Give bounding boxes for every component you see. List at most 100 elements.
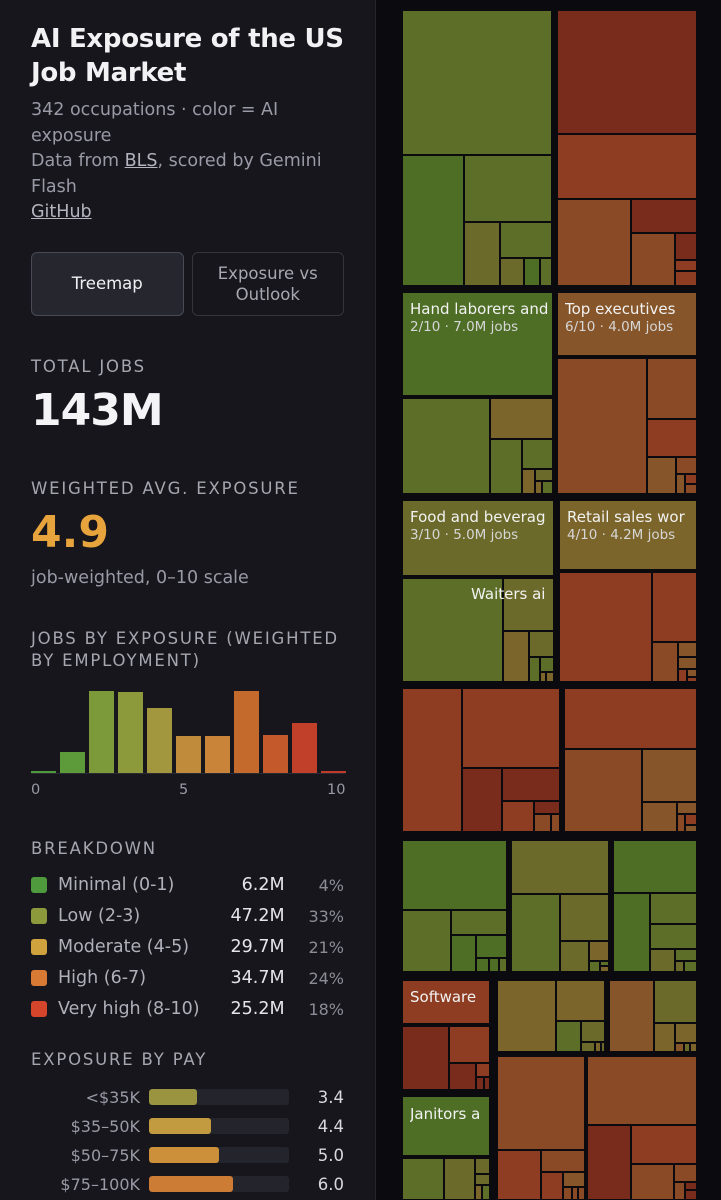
treemap-cell[interactable] xyxy=(403,156,463,285)
treemap-cell[interactable] xyxy=(561,895,608,940)
treemap-cell[interactable] xyxy=(643,750,696,801)
treemap-cell[interactable] xyxy=(530,632,553,656)
treemap-cell[interactable] xyxy=(686,1183,696,1189)
treemap-cell[interactable] xyxy=(582,1043,594,1051)
treemap-cell[interactable] xyxy=(477,936,506,957)
treemap-cell[interactable] xyxy=(476,1159,489,1173)
treemap-cell[interactable] xyxy=(491,399,552,438)
treemap-cell[interactable] xyxy=(541,259,551,285)
treemap-cell[interactable] xyxy=(614,841,696,892)
treemap-cell[interactable] xyxy=(547,673,553,681)
treemap-cell[interactable] xyxy=(588,1126,630,1199)
histogram-bar-5[interactable] xyxy=(176,735,201,773)
treemap-cell[interactable] xyxy=(632,1165,673,1199)
treemap-cell[interactable] xyxy=(463,769,501,831)
treemap-cell[interactable] xyxy=(676,272,696,285)
treemap-cell[interactable] xyxy=(403,689,461,831)
treemap-cell[interactable] xyxy=(500,959,506,971)
histogram-bar-6[interactable] xyxy=(205,735,230,773)
treemap-cell[interactable] xyxy=(655,1024,674,1051)
treemap-group-header[interactable] xyxy=(403,981,489,1023)
treemap-cell[interactable] xyxy=(648,420,696,456)
treemap-group-header[interactable] xyxy=(403,501,553,575)
bls-link[interactable]: BLS xyxy=(124,151,158,171)
treemap-cell[interactable] xyxy=(632,234,674,285)
treemap-cell[interactable] xyxy=(685,1044,689,1051)
treemap-cell[interactable] xyxy=(557,1022,580,1051)
treemap-cell[interactable] xyxy=(688,670,696,676)
treemap-cell[interactable] xyxy=(477,1078,483,1089)
treemap-group-header[interactable] xyxy=(403,293,552,395)
treemap-cell[interactable] xyxy=(501,223,551,257)
treemap-cell[interactable] xyxy=(676,261,696,270)
treemap-cell[interactable] xyxy=(679,658,696,668)
treemap-cell[interactable] xyxy=(403,11,551,154)
treemap-cell[interactable] xyxy=(677,475,684,493)
treemap-cell[interactable] xyxy=(463,689,559,767)
exposure-vs-outlook-button[interactable]: Exposure vs Outlook xyxy=(191,251,344,316)
treemap-cell[interactable] xyxy=(512,895,559,971)
treemap-cell[interactable] xyxy=(675,1165,696,1181)
treemap-cell[interactable] xyxy=(485,1078,489,1089)
treemap-cell[interactable] xyxy=(686,815,696,824)
treemap-cell[interactable] xyxy=(445,1159,474,1199)
treemap-cell[interactable] xyxy=(676,234,696,259)
treemap-cell[interactable] xyxy=(632,1126,696,1163)
treemap-cell[interactable] xyxy=(523,470,534,493)
treemap-cell[interactable] xyxy=(490,959,498,971)
treemap-cell[interactable] xyxy=(610,981,653,1051)
histogram-bar-3[interactable] xyxy=(118,691,143,773)
treemap-cell[interactable] xyxy=(561,942,588,971)
treemap-cell[interactable] xyxy=(564,1173,584,1186)
treemap-cell[interactable] xyxy=(565,750,641,831)
treemap-cell[interactable] xyxy=(648,359,696,418)
histogram-bar-10[interactable] xyxy=(321,770,346,773)
treemap-cell[interactable] xyxy=(686,826,696,831)
treemap-cell[interactable] xyxy=(655,981,696,1022)
treemap-cell[interactable] xyxy=(543,482,552,493)
treemap-cell[interactable] xyxy=(643,803,676,831)
treemap-cell[interactable] xyxy=(653,573,696,641)
histogram-bar-9[interactable] xyxy=(292,722,317,773)
treemap-cell[interactable] xyxy=(602,1043,604,1051)
treemap-cell[interactable] xyxy=(564,1188,571,1199)
treemap-cell[interactable] xyxy=(676,1044,683,1051)
treemap-cell[interactable] xyxy=(686,485,696,493)
treemap-cell[interactable] xyxy=(523,440,552,468)
treemap-cell[interactable] xyxy=(491,440,521,493)
treemap-cell[interactable] xyxy=(501,259,523,285)
treemap-cell[interactable] xyxy=(560,573,651,681)
treemap-cell[interactable] xyxy=(535,815,550,831)
treemap-cell[interactable] xyxy=(685,962,696,971)
treemap-group-header[interactable] xyxy=(558,293,696,355)
treemap-cell[interactable] xyxy=(536,482,541,493)
treemap-cell[interactable] xyxy=(601,967,608,971)
treemap-cell[interactable] xyxy=(477,959,488,971)
treemap-cell[interactable] xyxy=(530,658,539,681)
treemap-cell[interactable] xyxy=(498,1057,584,1149)
treemap-cell[interactable] xyxy=(676,950,696,960)
treemap-cell[interactable] xyxy=(476,1175,489,1184)
treemap-cell[interactable] xyxy=(651,894,696,923)
histogram-bar-7[interactable] xyxy=(234,690,259,773)
treemap-cell[interactable] xyxy=(558,11,696,133)
treemap-cell[interactable] xyxy=(558,359,646,493)
treemap-cell[interactable] xyxy=(565,689,696,748)
treemap-cell[interactable] xyxy=(679,670,686,681)
treemap-cell[interactable] xyxy=(541,658,553,671)
treemap-cell[interactable] xyxy=(676,1024,696,1042)
histogram-bar-2[interactable] xyxy=(89,690,114,773)
histogram-bar-1[interactable] xyxy=(60,751,85,773)
treemap-cell[interactable] xyxy=(679,643,696,656)
treemap-cell[interactable] xyxy=(676,962,683,971)
treemap-cell[interactable] xyxy=(483,1186,489,1199)
treemap-cell[interactable] xyxy=(688,678,696,681)
treemap-cell[interactable] xyxy=(614,894,649,971)
treemap-cell[interactable] xyxy=(686,475,696,483)
treemap-cell[interactable] xyxy=(632,200,696,232)
treemap-cell[interactable] xyxy=(535,802,559,813)
treemap-cell[interactable] xyxy=(557,981,604,1020)
treemap-cell[interactable] xyxy=(504,579,553,630)
treemap-cell[interactable] xyxy=(498,1151,540,1199)
treemap-cell[interactable] xyxy=(541,673,545,681)
